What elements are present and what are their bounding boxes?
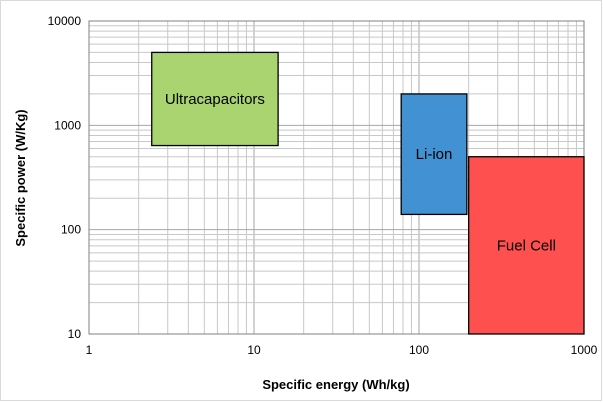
x-tick-label: 1	[86, 343, 93, 357]
x-tick-label: 1000	[571, 343, 598, 357]
y-axis-title: Specific power (W/Kg)	[13, 109, 28, 246]
x-tick-labels: 1 10 100 1000	[86, 343, 598, 357]
x-axis-title: Specific energy (Wh/kg)	[262, 377, 409, 392]
region-label-ultracapacitors: Ultracapacitors	[165, 91, 265, 108]
y-tick-label: 10	[68, 327, 82, 341]
y-tick-labels: 10 100 1000 10000	[48, 14, 82, 341]
region-fuel-cell	[468, 156, 585, 335]
y-tick-label: 10000	[48, 14, 82, 28]
region-label-fuel-cell: Fuel Cell	[497, 237, 556, 254]
x-tick-label: 100	[409, 343, 429, 357]
region-label-li-ion: Li-ion	[416, 146, 453, 163]
y-tick-label: 100	[61, 223, 81, 237]
region-li-ion	[400, 93, 468, 216]
regions-layer: Ultracapacitors Li-ion Fuel Cell	[151, 51, 585, 335]
x-tick-label: 10	[247, 343, 261, 357]
region-ultracapacitors	[151, 51, 279, 147]
y-tick-label: 1000	[54, 118, 81, 132]
